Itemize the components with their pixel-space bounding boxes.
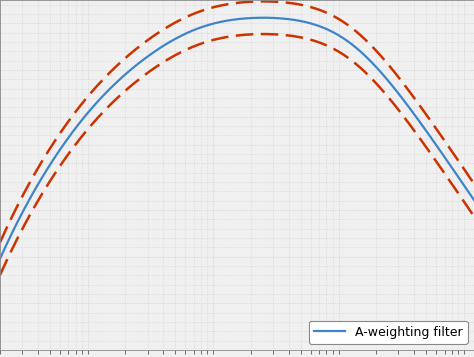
A-weighting filter [462,185,468,189]
A-weighting filter [411,112,417,116]
Line: A-weighting filter: A-weighting filter [0,18,474,259]
A-weighting filter [261,16,266,20]
A-weighting filter [79,117,85,122]
A-weighting filter [51,156,57,161]
A-weighting filter [200,25,205,29]
A-weighting filter [0,257,3,261]
A-weighting filter [179,33,184,37]
Legend: A-weighting filter: A-weighting filter [309,321,468,343]
A-weighting filter [471,198,474,202]
